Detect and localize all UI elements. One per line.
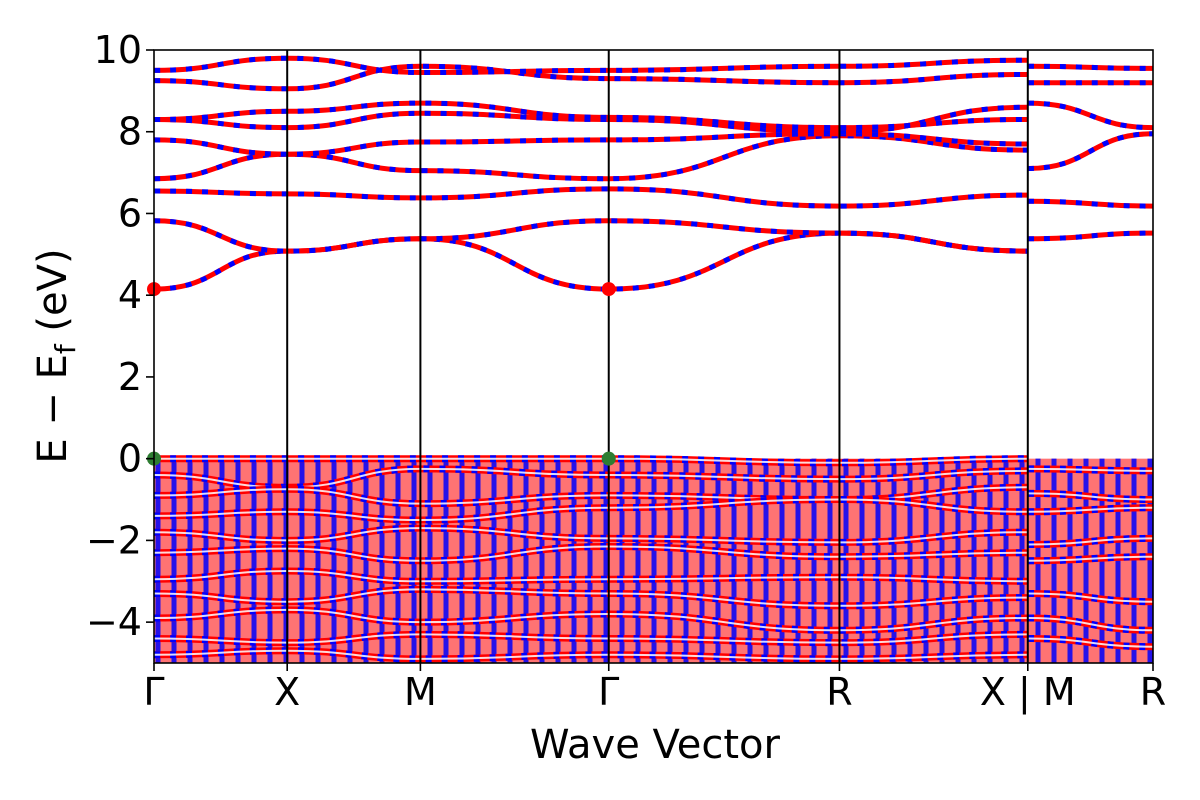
y-axis-label-unit: (eV) xyxy=(30,248,76,344)
band-line-spin-down xyxy=(1027,198,1153,209)
band-line-spin-down xyxy=(1027,100,1153,131)
band-gap-line xyxy=(1027,592,1153,603)
x-tick-label: Γ xyxy=(143,670,164,714)
y-tick-label: −4 xyxy=(86,600,142,644)
band-gap-line xyxy=(1027,506,1153,513)
vbm-marker xyxy=(601,451,616,466)
band-line-spin-down xyxy=(154,218,1028,254)
y-axis-label-subscript: f xyxy=(49,343,82,354)
high-symmetry-lines xyxy=(286,50,1029,663)
band-line-spin-down xyxy=(1027,63,1153,71)
y-axis-label-main: E − E xyxy=(30,354,76,464)
y-tick-label: 0 xyxy=(118,437,142,481)
x-tick-label: X | M xyxy=(980,670,1076,715)
y-axis: −4 −2 0 2 4 6 8 10 xyxy=(86,28,154,644)
y-tick-label: 6 xyxy=(118,191,142,235)
y-tick-label: 2 xyxy=(118,355,142,399)
x-tick-label: R xyxy=(1140,670,1166,714)
x-tick-label: X xyxy=(274,670,300,714)
band-line-spin-up xyxy=(154,55,1028,76)
cbm-marker xyxy=(601,282,616,297)
y-tick-label: 10 xyxy=(94,28,142,72)
band-gap-line xyxy=(1027,537,1153,546)
x-tick-label: M xyxy=(404,670,437,714)
y-tick-label: −2 xyxy=(86,518,142,562)
y-tick-label: 4 xyxy=(118,273,142,317)
plot-frame xyxy=(153,49,1154,664)
x-tick-label: R xyxy=(826,670,852,714)
band-gap-line xyxy=(1027,637,1153,648)
band-line-spin-down xyxy=(1027,131,1153,171)
x-tick-label: Γ xyxy=(598,670,619,714)
x-axis-label: Wave Vector xyxy=(530,722,781,768)
x-axis: Γ X M Γ R X | M R xyxy=(143,663,1166,715)
band-gap-line xyxy=(1027,555,1153,562)
band-gap-line xyxy=(1027,467,1153,472)
band-gap-line xyxy=(1027,617,1153,632)
y-tick-label: 8 xyxy=(118,110,142,154)
band-gap-line xyxy=(1027,492,1153,501)
band-line-spin-down xyxy=(1027,230,1153,242)
band-line-spin-down xyxy=(154,131,1028,157)
y-axis-label: E − Ef (eV) xyxy=(30,248,82,463)
